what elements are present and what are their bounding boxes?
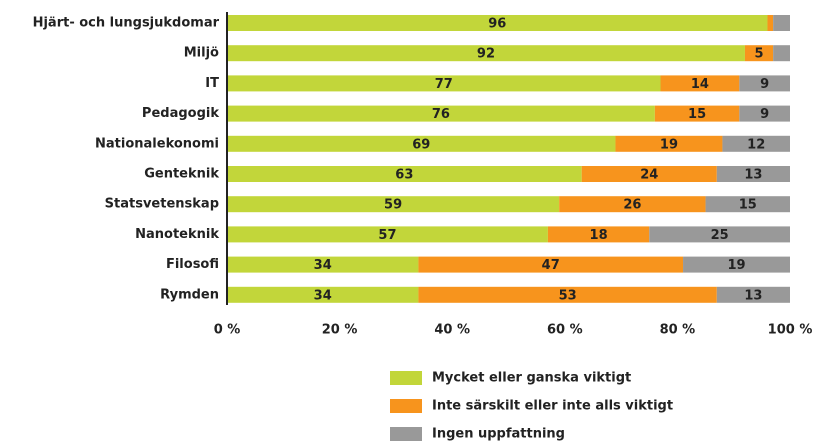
bar-segment xyxy=(227,226,548,243)
bar-segment xyxy=(654,105,740,122)
bar-segment xyxy=(418,256,684,273)
data-label: 9 xyxy=(760,77,769,92)
y-tick-label: Nationalekonomi xyxy=(95,136,219,151)
bar-segment xyxy=(660,75,740,92)
bar-segment xyxy=(227,166,582,182)
x-tick-label: 60 % xyxy=(547,323,583,338)
data-label: 63 xyxy=(395,168,413,183)
bar-segment xyxy=(227,135,616,152)
y-tick-label: Filosofi xyxy=(166,257,219,272)
data-label: 18 xyxy=(590,228,608,243)
bar-segment xyxy=(649,226,790,243)
bar-segment xyxy=(744,45,774,62)
bar-segment xyxy=(773,15,790,31)
data-label: 59 xyxy=(384,198,402,213)
data-label: 5 xyxy=(755,47,764,62)
legend-swatch xyxy=(390,427,422,441)
bar-segment xyxy=(227,75,661,92)
bar-segment xyxy=(739,105,790,122)
bar-segment xyxy=(767,15,774,31)
legend-label: Ingen uppfattning xyxy=(432,427,565,442)
x-tick-label: 0 % xyxy=(214,323,241,338)
legend-swatch xyxy=(390,371,422,385)
data-label: 14 xyxy=(691,77,709,92)
data-label: 34 xyxy=(314,258,332,273)
bar-segment xyxy=(739,75,790,92)
bar-segment xyxy=(722,135,790,152)
bar-segment xyxy=(683,256,790,273)
y-tick-label: Pedagogik xyxy=(142,106,219,121)
data-label: 26 xyxy=(623,198,641,213)
x-tick-label: 40 % xyxy=(434,323,470,338)
data-label: 47 xyxy=(542,258,560,273)
x-tick-label: 100 % xyxy=(768,323,813,338)
bar-segment xyxy=(418,286,717,303)
data-label: 77 xyxy=(435,77,453,92)
y-tick-label: Rymden xyxy=(160,287,219,302)
bar-segment xyxy=(705,196,790,213)
data-label: 96 xyxy=(488,17,506,32)
data-label: 13 xyxy=(744,168,762,183)
bar-segment xyxy=(547,226,650,243)
data-label: 9 xyxy=(760,107,769,122)
bar-segment xyxy=(716,166,790,182)
y-tick-label: Genteknik xyxy=(144,167,219,182)
data-label: 15 xyxy=(688,107,706,122)
bar-segment xyxy=(559,196,706,213)
bar-segment xyxy=(615,135,723,152)
data-label: 57 xyxy=(378,228,396,243)
bar-segment xyxy=(227,286,419,303)
y-tick-label: Statsvetenskap xyxy=(105,197,219,212)
bar-segment xyxy=(773,45,790,62)
bar-segment xyxy=(227,196,560,213)
y-tick-label: Hjärt- och lungsjukdomar xyxy=(33,16,220,31)
y-tick-label: Miljö xyxy=(184,46,219,61)
bar-segment xyxy=(227,256,419,273)
bar-segment xyxy=(581,166,717,182)
data-label: 76 xyxy=(432,107,450,122)
y-tick-label: Nanoteknik xyxy=(135,227,219,242)
bar-segment xyxy=(227,15,768,31)
bar-segment xyxy=(227,45,745,62)
data-label: 19 xyxy=(727,258,745,273)
data-label: 24 xyxy=(640,168,658,183)
data-label: 13 xyxy=(744,288,762,303)
legend-swatch xyxy=(390,399,422,413)
x-tick-label: 20 % xyxy=(322,323,358,338)
data-label: 69 xyxy=(412,137,430,152)
x-tick-label: 80 % xyxy=(660,323,696,338)
legend-label: Mycket eller ganska viktigt xyxy=(432,371,631,386)
y-tick-label: IT xyxy=(205,76,219,91)
data-label: 12 xyxy=(747,137,765,152)
data-label: 25 xyxy=(711,228,729,243)
data-label: 34 xyxy=(314,288,332,303)
data-label: 19 xyxy=(660,137,678,152)
data-label: 92 xyxy=(477,47,495,62)
data-label: 15 xyxy=(739,198,757,213)
bar-segment xyxy=(716,286,790,303)
data-label: 53 xyxy=(559,288,577,303)
bar-segment xyxy=(227,105,655,122)
legend-label: Inte särskilt eller inte alls viktigt xyxy=(432,399,673,414)
